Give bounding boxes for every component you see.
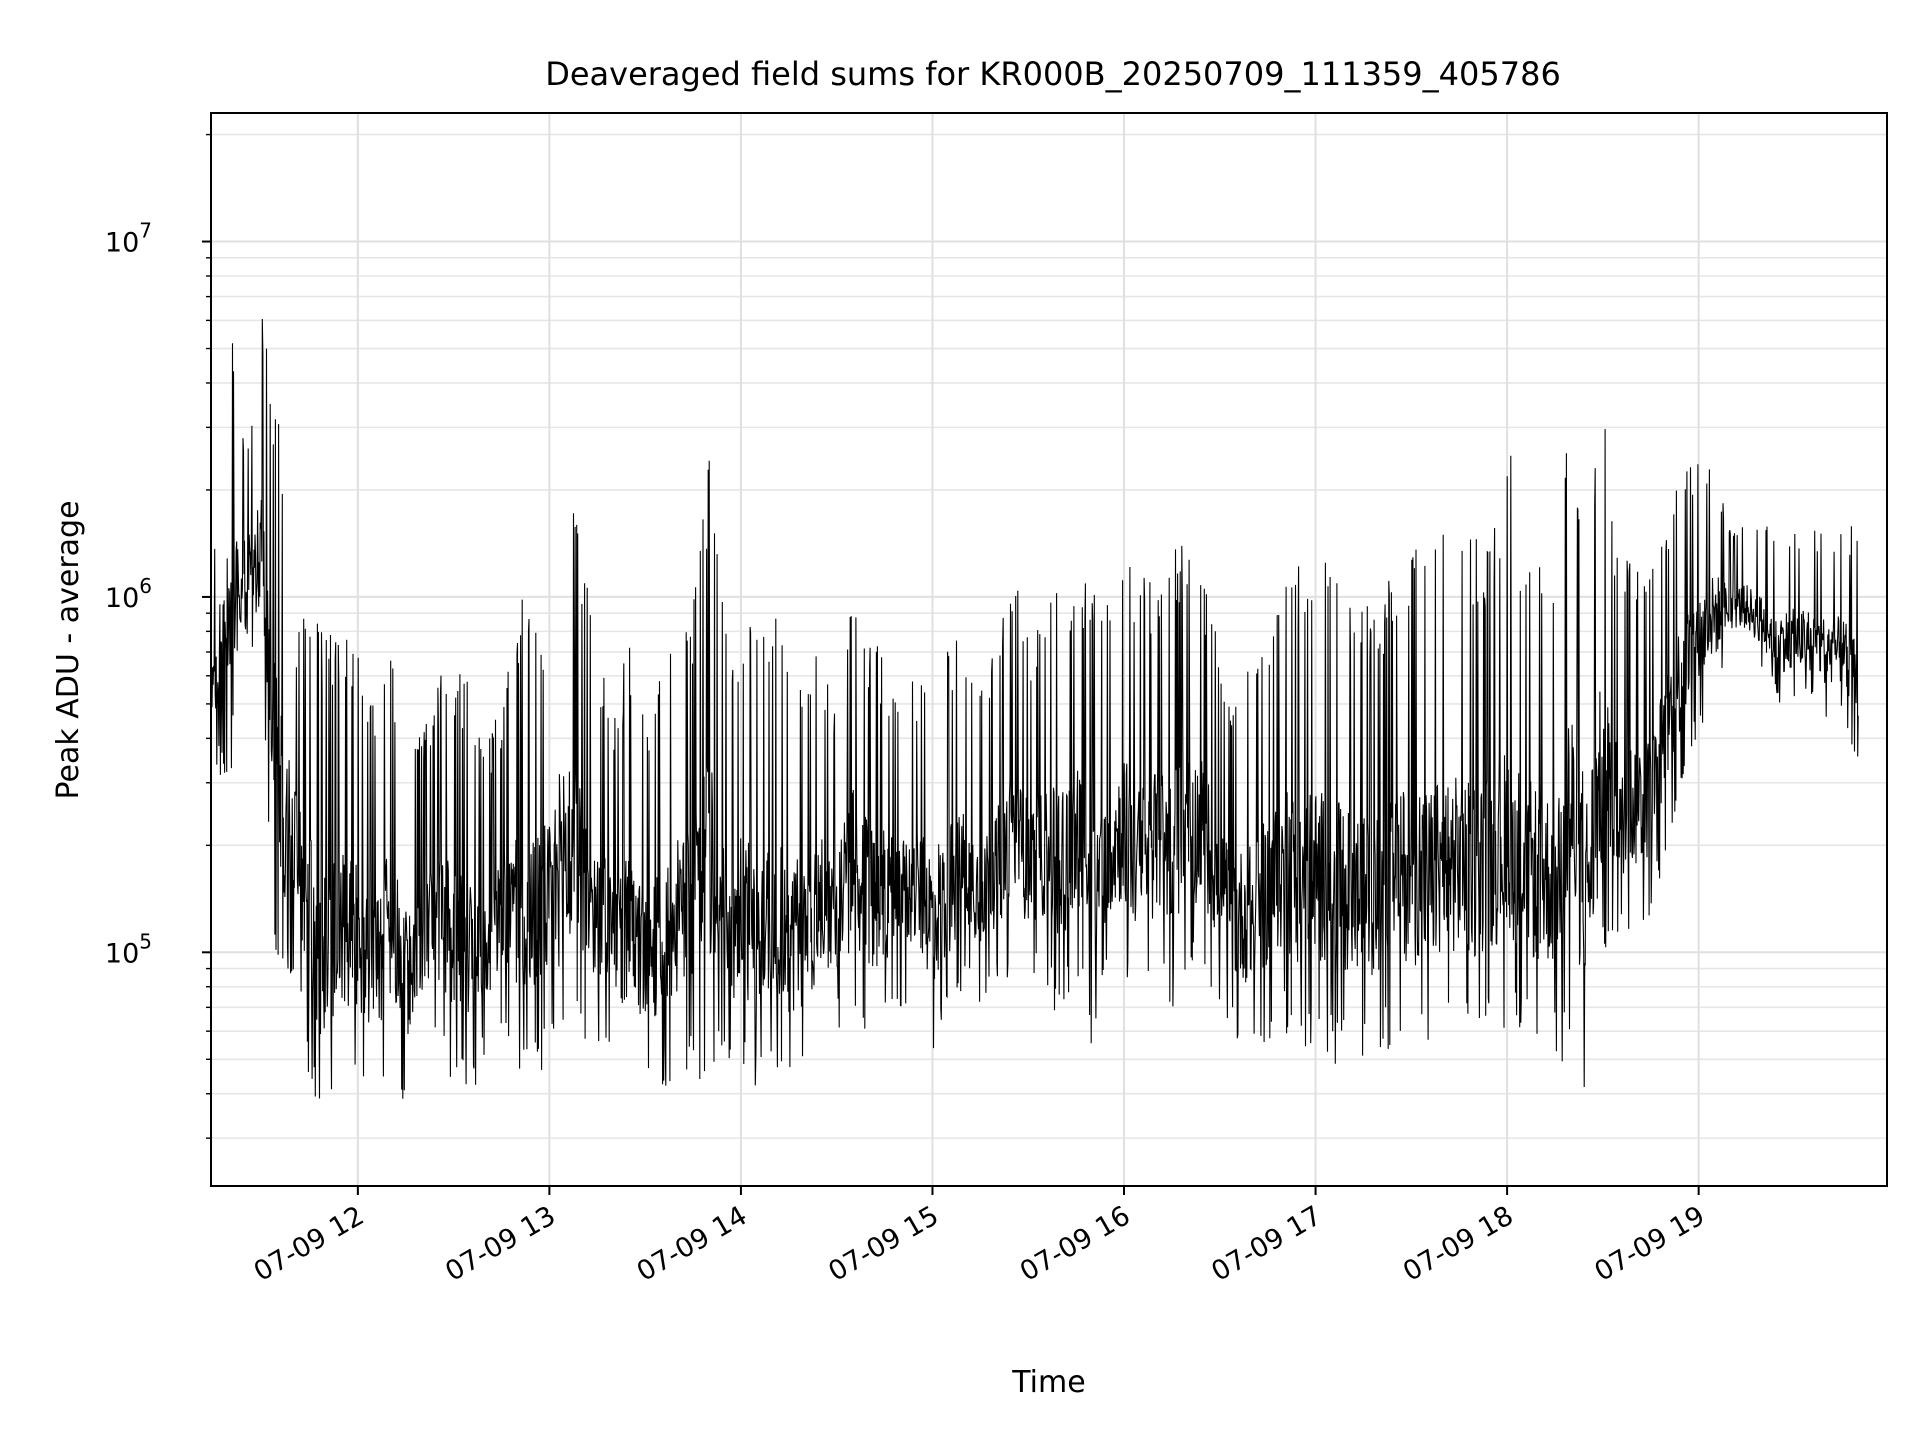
y-tick-label: 106: [105, 574, 152, 614]
y-tick-exponent: 6: [139, 574, 152, 598]
y-tick-base: 10: [105, 938, 139, 969]
x-axis-label: Time: [1011, 1365, 1085, 1400]
y-tick-exponent: 7: [139, 219, 152, 243]
y-tick-base: 10: [105, 583, 139, 614]
plot-frame: [210, 112, 1888, 1187]
y-tick-exponent: 5: [139, 929, 152, 953]
series-layer: [210, 318, 1859, 1099]
series-line: [210, 318, 1859, 1099]
y-tick-base: 10: [105, 228, 139, 259]
y-tick-label: 107: [105, 219, 152, 259]
y-tick-label: 105: [105, 929, 152, 969]
y-axis-label: Peak ADU - average: [51, 500, 86, 799]
chart-title: Deaveraged field sums for KR000B_2025070…: [545, 55, 1561, 93]
